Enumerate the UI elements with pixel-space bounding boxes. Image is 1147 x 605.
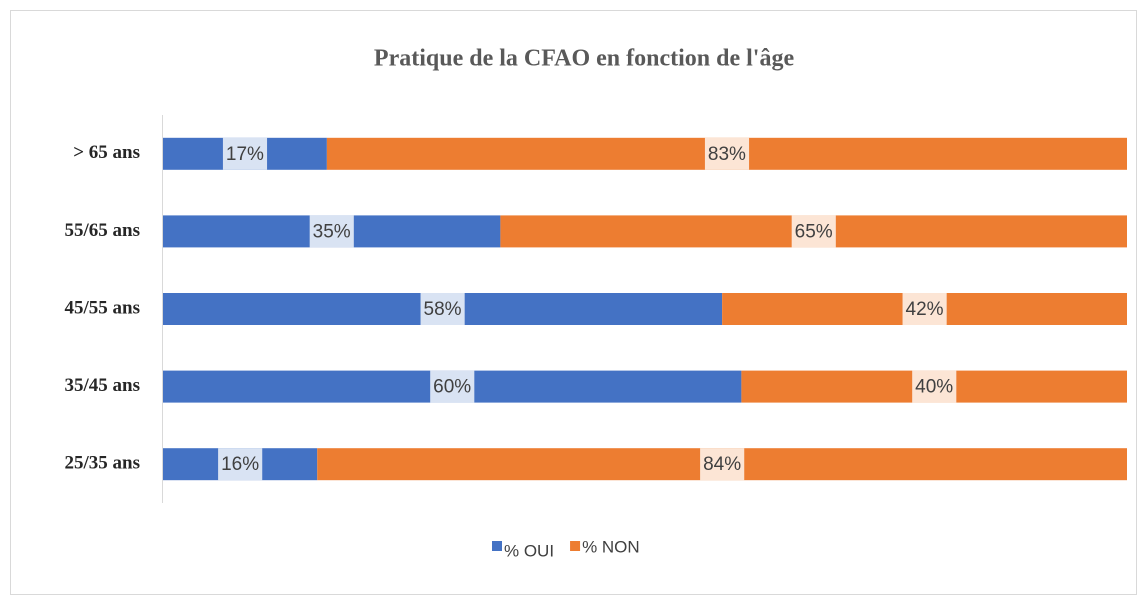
legend-label: % NON <box>582 537 640 556</box>
data-label: 40% <box>915 377 953 398</box>
data-label-group: 17% <box>222 137 268 170</box>
data-label-bg <box>420 293 465 325</box>
data-label-bg <box>902 293 947 325</box>
data-label-group: 40% <box>912 370 957 403</box>
y-tick-label: 25/35 ans <box>65 453 141 474</box>
y-tick-label: > 65 ans <box>73 142 140 163</box>
data-label-group: 60% <box>430 370 475 403</box>
legend-swatch <box>492 541 502 551</box>
data-label-bg <box>791 215 836 248</box>
data-label: 83% <box>708 144 746 165</box>
y-tick-label: 45/55 ans <box>65 297 141 318</box>
data-label: 35% <box>313 221 351 242</box>
data-label-group: 84% <box>700 448 745 481</box>
data-label: 42% <box>906 299 944 320</box>
data-label-group: 16% <box>218 448 263 481</box>
data-label-bg <box>218 448 263 481</box>
data-label: 84% <box>703 454 741 475</box>
data-label: 65% <box>795 221 833 242</box>
y-tick-label: 55/65 ans <box>65 220 141 241</box>
data-label-bg <box>222 137 268 170</box>
data-label-bg <box>912 370 957 403</box>
data-label-group: 42% <box>902 293 947 325</box>
data-label: 17% <box>226 144 264 165</box>
data-label: 16% <box>221 454 259 475</box>
data-label-bg <box>700 448 745 481</box>
legend-label: % OUI <box>504 541 554 560</box>
data-label-group: 35% <box>309 215 354 248</box>
data-label-group: 83% <box>704 137 750 170</box>
legend-swatch <box>570 541 581 551</box>
data-label: 60% <box>433 377 471 398</box>
data-label-bg <box>704 137 750 170</box>
data-label-bg <box>309 215 354 248</box>
data-label-bg <box>430 370 475 403</box>
chart-title: Pratique de la CFAO en fonction de l'âge <box>374 46 795 72</box>
data-label-group: 58% <box>420 293 465 325</box>
data-label: 58% <box>424 299 462 320</box>
data-label-group: 65% <box>791 215 836 248</box>
y-tick-label: 35/45 ans <box>65 375 141 396</box>
